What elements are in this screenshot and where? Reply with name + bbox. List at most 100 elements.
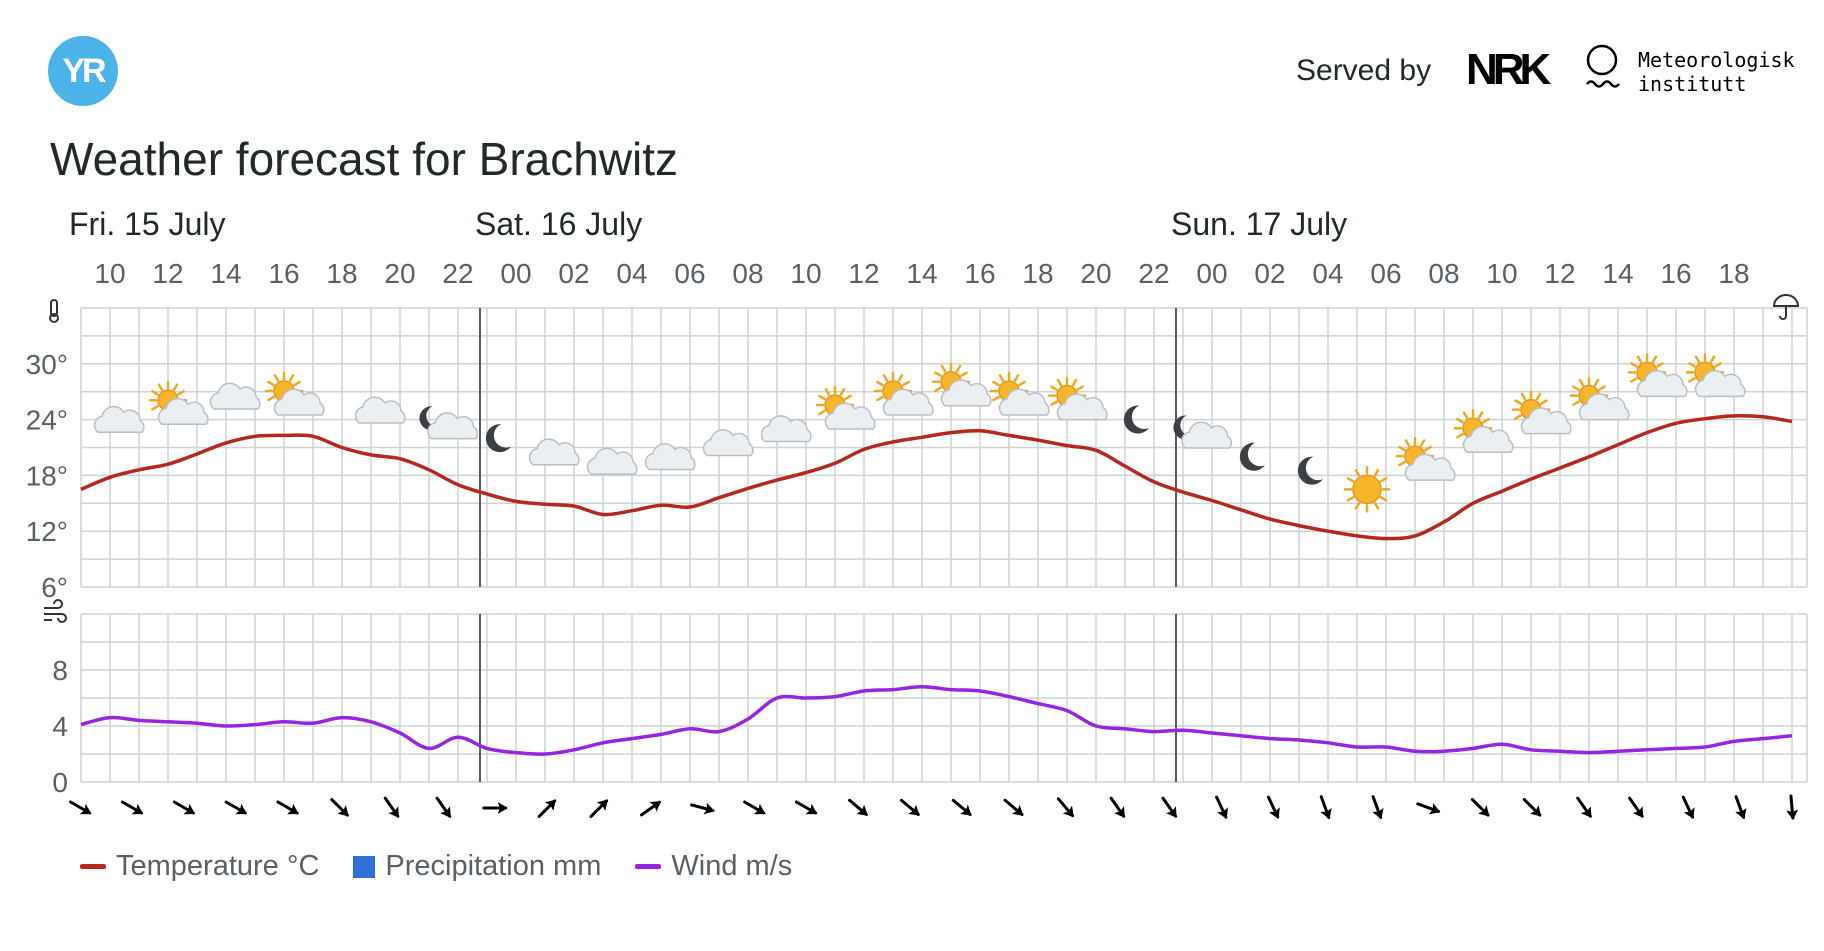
sun-ray [1688,377,1696,383]
sun-ray [1076,385,1084,391]
hour-tick-9: 04 [616,258,647,289]
legend-temperature-label: Temperature °C [116,850,320,882]
clear-night-icon [1239,442,1265,471]
yr-logo[interactable]: YR [48,36,118,106]
partly-cloudy-night-icon [1173,415,1232,449]
cloud-shape [702,429,754,457]
arrow-head [1580,806,1592,818]
met-institute-logo[interactable]: Meteorologisk institutt [1638,48,1795,96]
cloudy-icon [209,382,261,410]
wind-direction-arrow-30 [1628,796,1644,818]
sun-ray [818,394,826,401]
partly-cloudy-day-icon [931,362,992,407]
served-by-text: Served by [1296,54,1432,87]
hour-tick-20: 02 [1254,258,1285,289]
legend-wind-swatch [635,864,662,869]
cloud-shape [998,388,1050,416]
wind-direction-arrow-15 [848,798,868,816]
partly-cloudy-day-icon [1685,353,1746,398]
sun-ray [288,374,295,382]
thermometer-bulb [49,313,59,323]
arrow-head [805,803,818,815]
sun-ray [1379,496,1388,502]
met-line-2: institutt [1638,72,1747,96]
hour-tick-28: 18 [1718,258,1749,289]
hour-tick-15: 16 [964,258,995,289]
wind-direction-arrow-27 [1470,798,1490,817]
sun-ray [1714,362,1722,368]
sun-ray [1373,501,1380,510]
arrow-head [1683,807,1695,819]
sun-ray [1514,399,1522,405]
hour-tick-16: 18 [1022,258,1053,289]
wind-direction-arrow-14 [794,800,818,815]
hour-tick-11: 08 [732,258,763,289]
partly-cloudy-night-icon [419,406,478,440]
moon-shape [1123,405,1149,434]
wind-direction-arrow-13 [743,800,766,815]
thermometer-icon [49,299,59,323]
wind-direction-arrow-25 [1371,795,1384,820]
sun-ray [1630,377,1638,383]
wind-direction-arrow-32 [1734,795,1747,820]
sun-ray [1404,439,1411,447]
sun-ray [824,388,831,396]
hour-tick-1: 12 [152,258,183,289]
sun-ray [1398,460,1406,467]
partly-cloudy-day-icon [1511,390,1572,435]
legend-wind-label: Wind m/s [671,850,793,882]
cloudy-icon [702,429,754,457]
temp-y-tick-2: 18° [26,460,68,491]
arrow-head [960,804,972,816]
hour-tick-25: 12 [1544,258,1575,289]
thermometer-body [50,299,58,317]
cloud-shape [209,382,261,410]
wind-y-tick-0: 8 [52,655,68,686]
umbrella-canopy [1772,294,1800,307]
sun-ray [902,380,910,387]
wind-direction-arrow-16 [899,798,920,816]
sun-ray [1419,439,1426,447]
sun-ray [1578,378,1585,387]
wind-icon-strokes [44,599,67,623]
wind-direction-arrow-1 [120,800,144,815]
legend-temperature-swatch [80,864,106,869]
cloud-shape [1694,369,1746,398]
cloudy-icon [760,415,812,443]
arrow-head [753,803,766,815]
hour-tick-0: 10 [94,258,125,289]
sun-ray [1598,385,1606,391]
hour-tick-27: 16 [1660,258,1691,289]
sun-ray [1540,399,1548,405]
sun-ray [267,395,275,402]
cloud-shape [1636,369,1688,398]
partly-cloudy-day-icon [1569,376,1630,421]
hour-tick-7: 00 [500,258,531,289]
chart-legend: Temperature °C Precipitation mm Wind m/s [80,850,792,883]
arrow-head [544,799,557,811]
wind-direction-arrow-2 [172,800,196,815]
sun-ray [1709,355,1716,364]
moon-shape [485,424,511,453]
sun-ray [1535,392,1542,401]
arrow-head [440,806,451,818]
nrk-logo[interactable]: NRK [1466,45,1551,94]
sun-ray [1456,417,1464,424]
cloudy-icon [93,405,145,433]
day-label-1: Sat. 16 July [475,206,642,242]
sun-ray [1424,445,1432,452]
wind-direction-arrow-3 [224,800,247,815]
arrow-head [596,799,608,811]
partly-cloudy-day-icon [873,371,934,416]
legend-precipitation-swatch [353,855,376,878]
wind-direction-arrow-28 [1522,798,1542,817]
hour-tick-21: 04 [1312,258,1343,289]
arrow-head [337,805,349,817]
sun-ray [1346,496,1355,502]
sun-ray [1636,355,1643,364]
sun-ray [960,371,968,377]
arrow-head [1217,807,1228,819]
wind-direction-arrow-12 [690,802,715,815]
sun-ray [1593,378,1600,387]
